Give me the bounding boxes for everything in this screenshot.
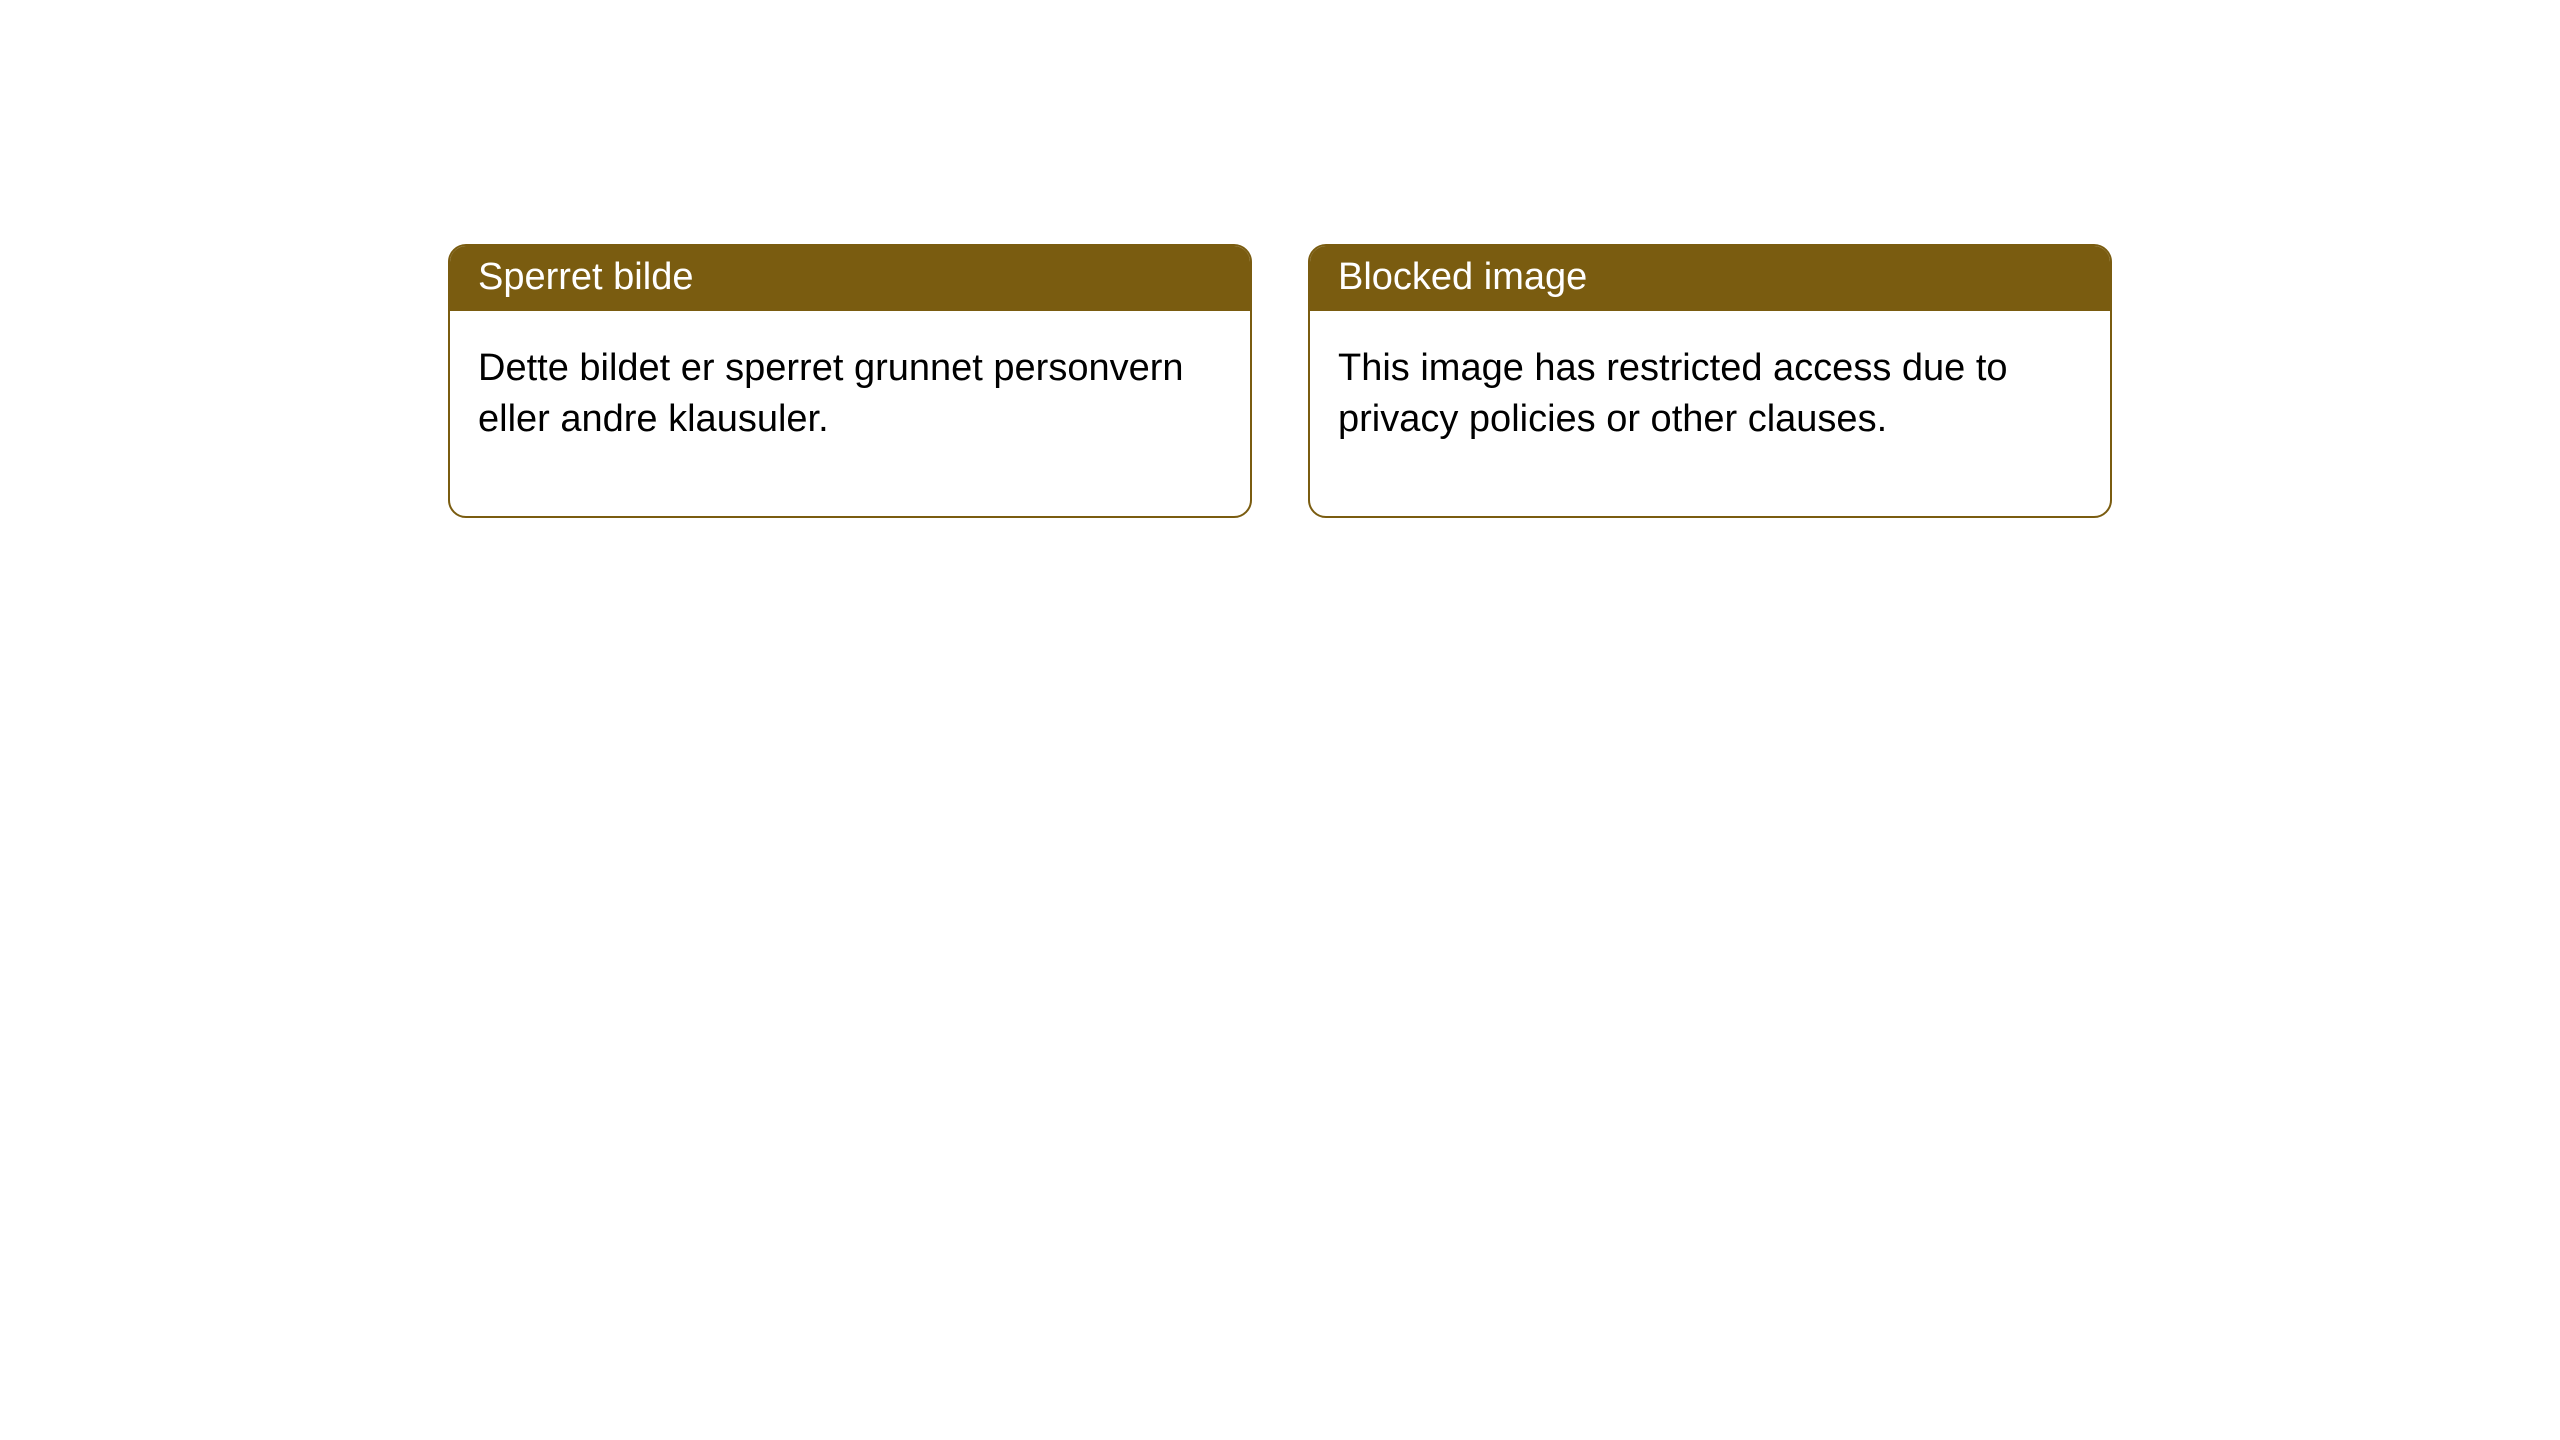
notice-card-norwegian: Sperret bilde Dette bildet er sperret gr… [448,244,1252,518]
notice-card-english: Blocked image This image has restricted … [1308,244,2112,518]
notice-card-title: Sperret bilde [450,246,1250,311]
notice-card-body: This image has restricted access due to … [1310,311,2110,516]
notice-card-body: Dette bildet er sperret grunnet personve… [450,311,1250,516]
notice-card-title: Blocked image [1310,246,2110,311]
notice-container: Sperret bilde Dette bildet er sperret gr… [0,0,2560,518]
